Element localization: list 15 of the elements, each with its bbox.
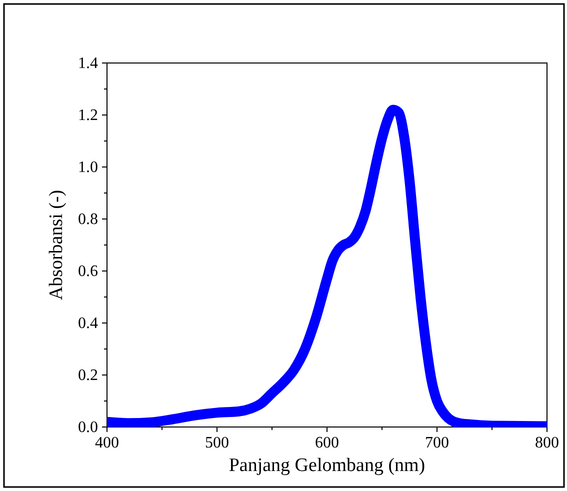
- x-tick-label: 700: [425, 434, 449, 452]
- x-tick-label: 400: [95, 434, 119, 452]
- y-tick-label: 1.4: [78, 55, 98, 72]
- y-tick-label: 0.6: [78, 263, 98, 280]
- x-tick-label: 500: [205, 434, 229, 452]
- y-tick-label: 0.4: [78, 315, 98, 332]
- y-tick-label: 0.0: [78, 419, 98, 436]
- x-tick-label: 800: [535, 434, 559, 452]
- x-tick-label: 600: [315, 434, 339, 452]
- y-tick-label: 1.0: [78, 159, 98, 176]
- y-tick-label: 0.8: [78, 211, 98, 228]
- y-axis-title: Absorbansi (-): [46, 190, 67, 300]
- x-axis-title: Panjang Gelombang (nm): [228, 455, 426, 476]
- y-tick-label: 1.2: [78, 107, 98, 124]
- y-tick-label: 0.2: [78, 367, 98, 384]
